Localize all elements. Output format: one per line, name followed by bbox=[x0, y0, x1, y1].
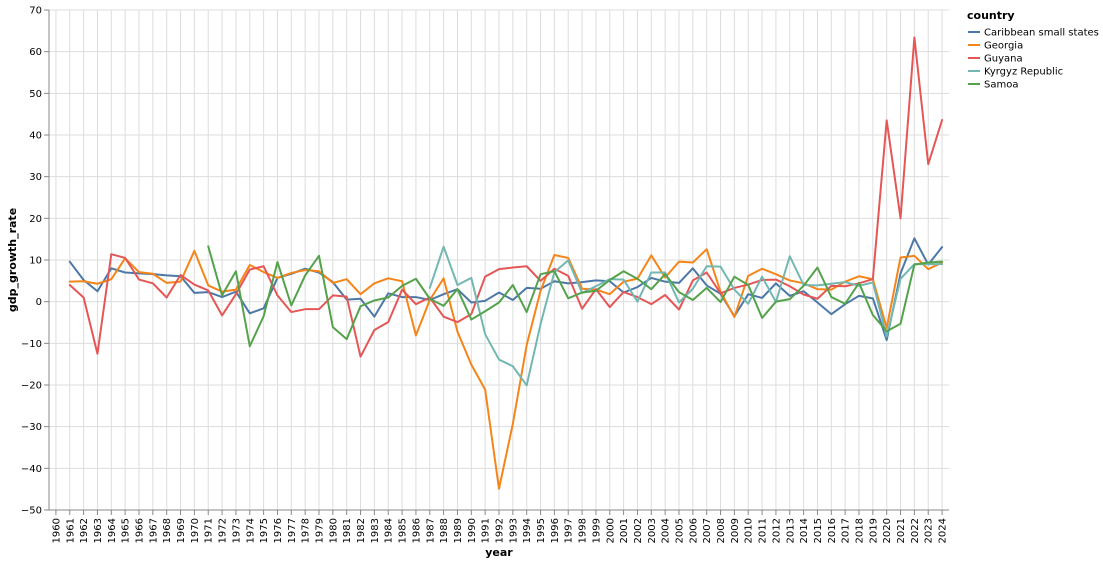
x-tick-label: 2010 bbox=[744, 518, 755, 543]
x-tick-label: 1994 bbox=[522, 518, 533, 543]
legend-label-georgia: Georgia bbox=[984, 41, 1023, 52]
x-tick-label: 1968 bbox=[162, 518, 173, 543]
x-tick-label: 1979 bbox=[315, 518, 326, 543]
x-tick-label: 1995 bbox=[536, 518, 547, 543]
x-tick-label: 1975 bbox=[259, 518, 270, 543]
x-tick-label: 2007 bbox=[702, 518, 713, 543]
x-tick-label: 1972 bbox=[218, 518, 229, 543]
x-tick-label: 1991 bbox=[481, 518, 492, 543]
x-tick-label: 2008 bbox=[716, 518, 727, 543]
gridlines bbox=[49, 9, 949, 511]
x-tick-label: 1987 bbox=[425, 518, 436, 543]
x-tick-label: 1976 bbox=[273, 518, 284, 543]
x-tick-label: 2019 bbox=[868, 518, 879, 543]
x-tick-label: 1983 bbox=[370, 518, 381, 543]
series-line-caribbean-small-states bbox=[68, 237, 944, 341]
series-line-guyana bbox=[68, 36, 944, 358]
y-tick-label: 0 bbox=[36, 297, 42, 308]
x-tick-label: 2017 bbox=[841, 518, 852, 543]
x-tick-label: 1962 bbox=[79, 518, 90, 543]
x-tick-label: 1992 bbox=[495, 518, 506, 543]
x-tick-label: 1996 bbox=[550, 518, 561, 543]
x-tick-label: 1998 bbox=[578, 518, 589, 543]
y-tick-label: 20 bbox=[29, 214, 42, 225]
x-tick-label: 2011 bbox=[758, 518, 769, 543]
x-tick-label: 2002 bbox=[633, 518, 644, 543]
series-line-georgia bbox=[68, 248, 944, 490]
x-tick-label: 2004 bbox=[661, 518, 672, 543]
x-tick-label: 1974 bbox=[245, 518, 256, 543]
x-tick-label: 1984 bbox=[384, 518, 395, 543]
y-axis-title: gdp_growth_rate bbox=[6, 208, 19, 312]
x-tick-label: 2003 bbox=[647, 518, 658, 543]
x-tick-label: 2022 bbox=[910, 518, 921, 543]
x-tick-label: 2015 bbox=[813, 518, 824, 543]
x-tick-label: 1970 bbox=[190, 518, 201, 543]
y-tick-label: 70 bbox=[29, 6, 42, 17]
x-tick-label: 2013 bbox=[785, 518, 796, 543]
x-tick-label: 1988 bbox=[439, 518, 450, 543]
x-tick-label: 2005 bbox=[675, 518, 686, 543]
y-tick-label: −40 bbox=[21, 464, 42, 475]
x-tick-label: 1997 bbox=[564, 518, 575, 543]
x-tick-label: 1986 bbox=[411, 518, 422, 543]
x-tick-label: 1973 bbox=[231, 518, 242, 543]
x-axis-title: year bbox=[485, 546, 513, 559]
legend-label-caribbean-small-states: Caribbean small states bbox=[984, 28, 1099, 39]
x-tick-label: 2014 bbox=[799, 518, 810, 543]
x-tick-label: 2024 bbox=[938, 518, 949, 543]
legend-label-samoa: Samoa bbox=[984, 80, 1018, 91]
x-tick-label: 1985 bbox=[398, 518, 409, 543]
legend: country Caribbean small states Georgia Guy… bbox=[967, 9, 1099, 91]
x-tick-label: 2016 bbox=[827, 518, 838, 543]
x-tick-label: 1982 bbox=[356, 518, 367, 543]
x-tick-label: 2012 bbox=[771, 518, 782, 543]
x-tick-label: 1989 bbox=[453, 518, 464, 543]
x-tick-label: 1978 bbox=[301, 518, 312, 543]
x-tick-label: 1964 bbox=[107, 518, 118, 543]
x-tick-label: 1969 bbox=[176, 518, 187, 543]
x-tick-label: 1990 bbox=[467, 518, 478, 543]
legend-label-guyana: Guyana bbox=[984, 54, 1023, 65]
series-line-samoa bbox=[207, 245, 944, 348]
x-tick-label: 2000 bbox=[605, 518, 616, 543]
x-tick-label: 1965 bbox=[121, 518, 132, 543]
x-tick-label: 2006 bbox=[688, 518, 699, 543]
y-tick-label: −10 bbox=[21, 339, 42, 350]
y-tick-label: 60 bbox=[29, 47, 42, 58]
x-tick-label: 2020 bbox=[882, 518, 893, 543]
y-tick-label: 10 bbox=[29, 256, 42, 267]
x-tick-label: 1963 bbox=[93, 518, 104, 543]
y-tick-label: 50 bbox=[29, 89, 42, 100]
x-tick-label: 1993 bbox=[508, 518, 519, 543]
y-tick-label: 40 bbox=[29, 131, 42, 142]
y-tick-label: 30 bbox=[29, 172, 42, 183]
x-tick-label: 1980 bbox=[328, 518, 339, 543]
x-tick-label: 1977 bbox=[287, 518, 298, 543]
legend-label-kyrgyz-republic: Kyrgyz Republic bbox=[984, 67, 1063, 78]
x-tick-label: 1966 bbox=[135, 518, 146, 543]
y-tick-label: −30 bbox=[21, 422, 42, 433]
series-lines bbox=[68, 36, 944, 490]
x-tick-label: 1967 bbox=[148, 518, 159, 543]
x-tick-label: 2021 bbox=[896, 518, 907, 543]
legend-title: country bbox=[967, 9, 1015, 22]
x-tick-label: 1999 bbox=[591, 518, 602, 543]
x-tick-label: 1971 bbox=[204, 518, 215, 543]
x-tick-label: 2009 bbox=[730, 518, 741, 543]
y-tick-label: −20 bbox=[21, 381, 42, 392]
x-tick-label: 1960 bbox=[51, 518, 62, 543]
x-tick-label: 1981 bbox=[342, 518, 353, 543]
y-tick-label: −50 bbox=[21, 506, 42, 517]
x-tick-label: 2023 bbox=[924, 518, 935, 543]
x-tick-label: 1961 bbox=[65, 518, 76, 543]
x-tick-label: 2001 bbox=[619, 518, 630, 543]
x-tick-label: 2018 bbox=[855, 518, 866, 543]
